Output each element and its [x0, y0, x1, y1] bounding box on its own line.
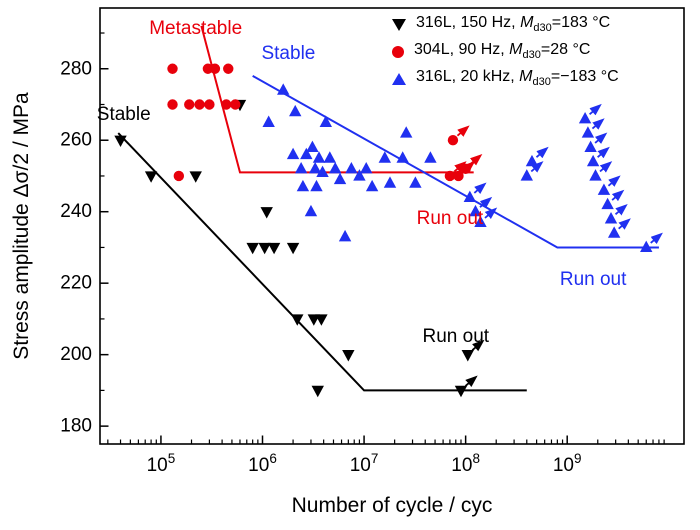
- trend-line-series-1: [200, 25, 474, 174]
- legend-label: 316L, 20 kHz, Md30=−183 °C: [416, 68, 619, 88]
- legend-var-subscript: d30: [532, 76, 551, 89]
- legend-text-pre: 304L, 90 Hz,: [414, 41, 510, 59]
- x-axis-title: Number of cycle / cyc: [291, 494, 493, 517]
- legend-var-symbol: M: [519, 68, 533, 86]
- legend-var-symbol: M: [520, 14, 534, 32]
- x-tick-label: 106: [248, 451, 277, 476]
- annotation-stable-black: Stable: [96, 104, 151, 126]
- x-tick-label: 107: [350, 451, 379, 476]
- annotation-metastable: Metastable: [149, 18, 243, 40]
- x-tick-label: 108: [451, 451, 480, 476]
- legend-text-post: =183 °C: [551, 14, 611, 32]
- y-axis-ticks: 180 200 220 240 260 280: [60, 32, 109, 437]
- y-tick-label: 220: [60, 273, 92, 294]
- y-tick-label: 240: [60, 201, 92, 222]
- trend-line-series-0: [117, 132, 527, 392]
- legend-var-subscript: d30: [533, 22, 552, 35]
- annotation-runout-black: Run out: [422, 325, 490, 347]
- legend-text-pre: 316L, 20 kHz,: [416, 68, 520, 86]
- legend-text-post: =−183 °C: [550, 68, 619, 86]
- legend-var-symbol: M: [509, 41, 523, 59]
- y-tick-label: 180: [60, 416, 92, 437]
- legend-text-pre: 316L, 150 Hz,: [416, 14, 521, 32]
- annotation-runout-red: Run out: [416, 207, 484, 229]
- plot-border: [99, 7, 685, 445]
- y-tick-label: 260: [60, 130, 92, 151]
- x-axis-ticks: 105 106 107 108 109: [107, 435, 665, 476]
- series-2-marks: [262, 83, 663, 253]
- triangle-up-marker-icon: [392, 72, 406, 85]
- y-tick-label: 280: [60, 58, 92, 79]
- legend-var-subscript: d30: [522, 49, 541, 62]
- legend-label: 304L, 90 Hz, Md30=28 °C: [414, 41, 590, 61]
- annotation-runout-blue: Run out: [559, 268, 627, 290]
- y-axis-title: Stress amplitude Δσ/2 / MPa: [10, 92, 33, 360]
- x-tick-label: 105: [147, 451, 176, 476]
- legend-item-316l-20khz: 316L, 20 kHz, Md30=−183 °C: [392, 66, 619, 91]
- circle-marker-icon: [392, 45, 404, 58]
- legend-item-304l-90hz: 304L, 90 Hz, Md30=28 °C: [392, 39, 619, 64]
- series-0-marks: [114, 99, 485, 398]
- annotation-stable-blue: Stable: [261, 43, 316, 65]
- legend-item-316l-150hz: 316L, 150 Hz, Md30=183 °C: [392, 12, 619, 37]
- triangle-down-marker-icon: [392, 18, 406, 31]
- chart-legend: 316L, 150 Hz, Md30=183 °C 304L, 90 Hz, M…: [392, 12, 619, 91]
- x-tick-label: 109: [553, 451, 582, 476]
- series-1-marks: [167, 63, 483, 182]
- y-tick-label: 200: [60, 344, 92, 365]
- legend-label: 316L, 150 Hz, Md30=183 °C: [416, 14, 610, 34]
- trend-line-series-2: [252, 75, 659, 249]
- legend-text-post: =28 °C: [540, 41, 591, 59]
